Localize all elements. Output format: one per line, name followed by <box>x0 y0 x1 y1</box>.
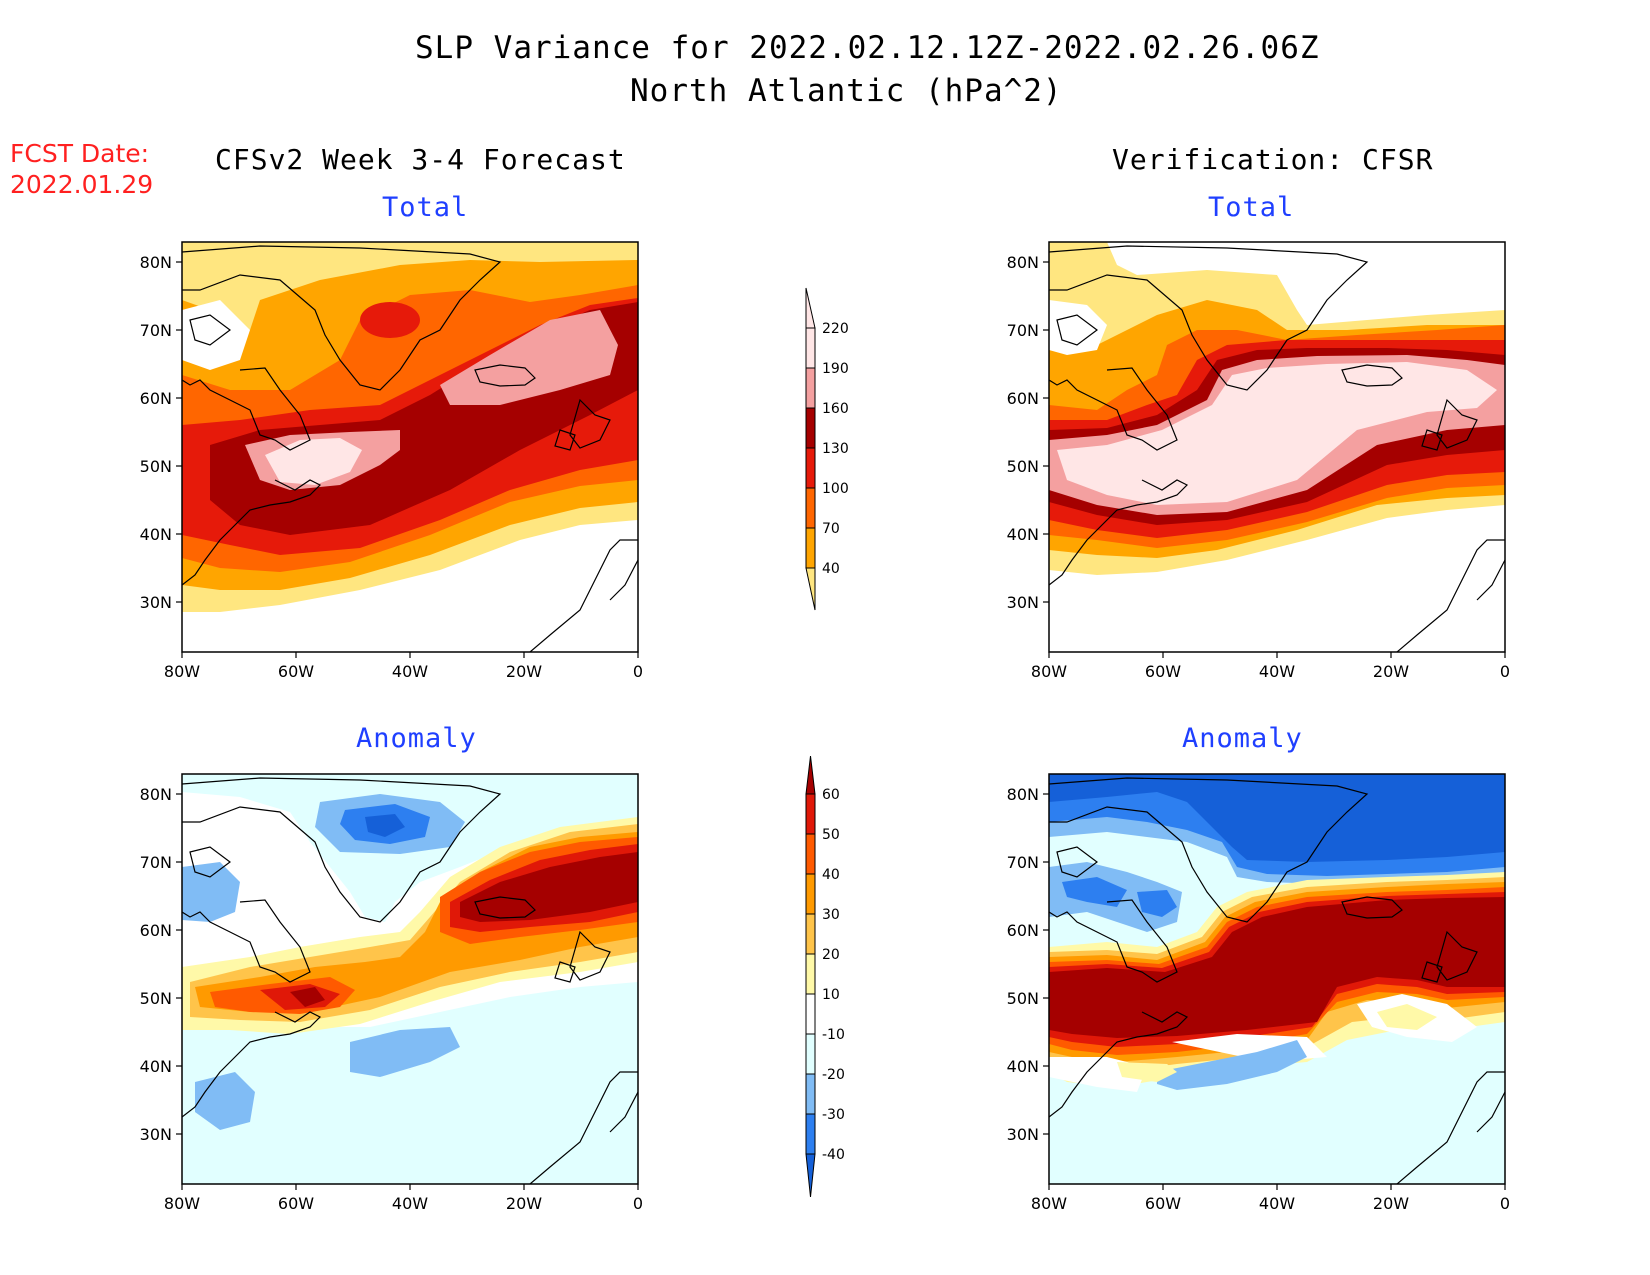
lat-label: 40N <box>1007 1057 1039 1076</box>
lon-label: 0 <box>1500 662 1510 680</box>
lat-label: 60N <box>140 389 172 408</box>
lat-label: 30N <box>140 1125 172 1144</box>
lat-label: 70N <box>140 853 172 872</box>
colorbar-tick: 40 <box>822 867 840 883</box>
colorbar-tick: 30 <box>822 907 840 923</box>
lon-label: 40W <box>1259 662 1295 680</box>
panel-title-verification-anomaly: Anomaly <box>1182 723 1303 754</box>
colorbar-tick: 100 <box>822 481 849 497</box>
lat-label: 40N <box>140 525 172 544</box>
lat-label: 80N <box>1007 785 1039 804</box>
colorbar-tick: 40 <box>822 561 840 577</box>
panel-title-forecast-anomaly: Anomaly <box>356 723 477 754</box>
lon-label: 80W <box>164 1194 200 1212</box>
lat-label: 30N <box>1007 593 1039 612</box>
lat-label: 60N <box>1007 389 1039 408</box>
colorbar-tick: 160 <box>822 401 849 417</box>
fcst-date-value: 2022.01.29 <box>10 170 154 199</box>
lon-label: 20W <box>506 662 542 680</box>
map-verification-anomaly: 80N 70N 60N 50N 40N 30N 80W 60W 40W 20W … <box>1007 773 1510 1212</box>
lon-label: 20W <box>1373 1194 1409 1212</box>
colorbar-tick: -10 <box>822 1027 845 1043</box>
lat-label: 80N <box>140 253 172 272</box>
colorbar-tick: 50 <box>822 827 840 843</box>
lat-label: 50N <box>140 457 172 476</box>
lat-label: 30N <box>140 593 172 612</box>
lon-label: 40W <box>392 662 428 680</box>
right-column-title: Verification: CFSR <box>1112 143 1434 176</box>
map-verification-total: 80N 70N 60N 50N 40N 30N 80W 60W 40W 20W … <box>1007 241 1510 680</box>
lat-label: 60N <box>1007 921 1039 940</box>
lon-label: 80W <box>164 662 200 680</box>
panel-title-forecast-total: Total <box>382 192 469 223</box>
colorbar-tick: 130 <box>822 441 849 457</box>
lon-label: 60W <box>1145 1194 1181 1212</box>
anomaly-colorbar: 60 50 40 30 20 10 -10 -20 -30 -40 <box>805 755 845 1198</box>
lat-label: 60N <box>140 921 172 940</box>
lat-label: 70N <box>1007 853 1039 872</box>
lat-label: 70N <box>140 321 172 340</box>
colorbar-tick: 10 <box>822 987 840 1003</box>
lat-label: 70N <box>1007 321 1039 340</box>
lon-label: 40W <box>392 1194 428 1212</box>
colorbar-tick: -30 <box>822 1107 845 1123</box>
lat-label: 30N <box>1007 1125 1039 1144</box>
colorbar-tick: 20 <box>822 947 840 963</box>
lon-label: 80W <box>1031 1194 1067 1212</box>
lon-label: 80W <box>1031 662 1067 680</box>
lon-label: 40W <box>1259 1194 1295 1212</box>
lat-label: 50N <box>1007 457 1039 476</box>
left-column-title: CFSv2 Week 3-4 Forecast <box>215 143 626 176</box>
main-title-line2: North Atlantic (hPa^2) <box>630 73 1063 109</box>
main-title-line1: SLP Variance for 2022.02.12.12Z-2022.02.… <box>415 30 1320 66</box>
lon-label: 20W <box>506 1194 542 1212</box>
colorbar-tick: -40 <box>822 1147 845 1163</box>
lat-label: 80N <box>140 785 172 804</box>
colorbar-tick: 60 <box>822 787 840 803</box>
lat-label: 80N <box>1007 253 1039 272</box>
lon-label: 0 <box>633 662 643 680</box>
lon-label: 60W <box>278 1194 314 1212</box>
lon-label: 60W <box>278 662 314 680</box>
lat-label: 50N <box>1007 989 1039 1008</box>
colorbar-tick: -20 <box>822 1067 845 1083</box>
map-forecast-total: 80N 70N 60N 50N 40N 30N 80W 60W 40W 20W … <box>140 241 643 680</box>
lat-label: 40N <box>1007 525 1039 544</box>
lon-label: 0 <box>1500 1194 1510 1212</box>
map-forecast-anomaly: 80N 70N 60N 50N 40N 30N 80W 60W 40W 20W … <box>140 773 643 1212</box>
total-colorbar: 220 190 160 130 100 70 40 <box>805 287 849 611</box>
fcst-date-label: FCST Date: <box>10 139 150 168</box>
lon-label: 20W <box>1373 662 1409 680</box>
lat-label: 50N <box>140 989 172 1008</box>
lon-label: 0 <box>633 1194 643 1212</box>
colorbar-tick: 190 <box>822 361 849 377</box>
colorbar-tick: 70 <box>822 521 840 537</box>
lon-label: 60W <box>1145 662 1181 680</box>
colorbar-tick: 220 <box>822 321 849 337</box>
panel-title-verification-total: Total <box>1208 192 1295 223</box>
lat-label: 40N <box>140 1057 172 1076</box>
